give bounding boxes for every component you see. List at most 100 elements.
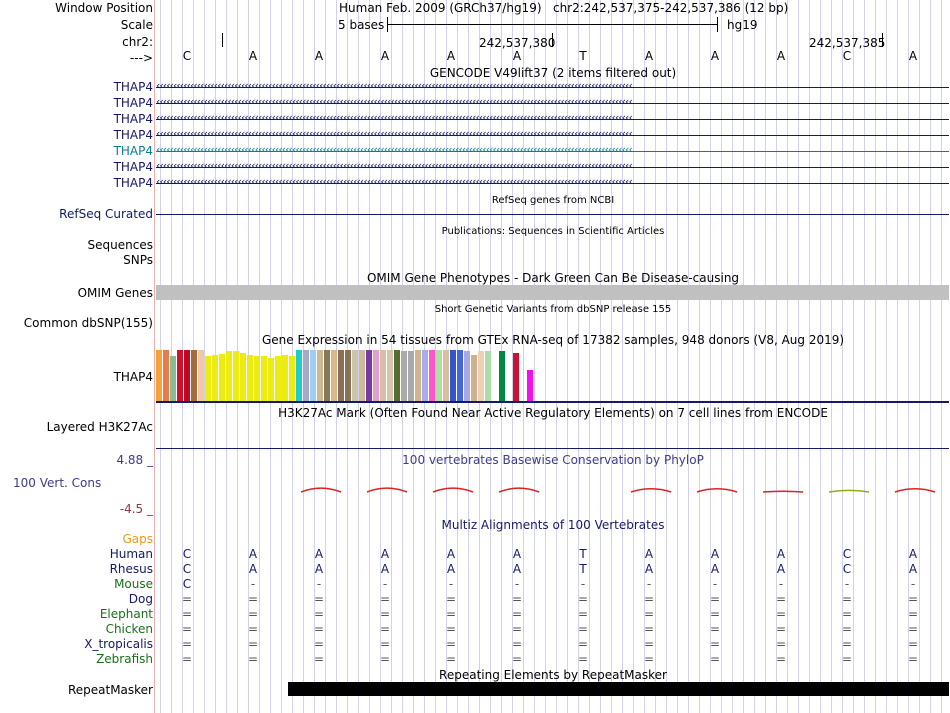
gtex-tissue-bar[interactable] (177, 350, 183, 401)
gtex-tissue-bar[interactable] (331, 350, 337, 401)
gencode-gene-label[interactable]: THAP4 (113, 128, 153, 142)
gtex-tissue-bar[interactable] (324, 350, 330, 401)
gencode-gene-feature[interactable]: ‹‹‹‹‹‹‹‹‹‹‹‹‹‹‹‹‹‹‹‹‹‹‹‹‹‹‹‹‹‹‹‹‹‹‹‹‹‹‹‹… (156, 97, 949, 110)
refseq-track-label[interactable]: RefSeq Curated (59, 207, 153, 221)
gtex-tissue-bar[interactable] (464, 351, 470, 401)
h3k27ac-track-label[interactable]: Layered H3K27Ac (46, 420, 153, 434)
gencode-gene-label[interactable]: THAP4 (113, 96, 153, 110)
gtex-tissue-bar[interactable] (401, 351, 407, 401)
gencode-gene-label[interactable]: THAP4 (113, 160, 153, 174)
gtex-tissue-bar[interactable] (499, 351, 505, 401)
gtex-track-label[interactable]: THAP4 (113, 370, 153, 384)
gtex-tissue-bar[interactable] (408, 351, 414, 401)
gtex-tissue-bar[interactable] (359, 350, 365, 401)
gencode-gene-label[interactable]: THAP4 (113, 80, 153, 94)
gtex-tissue-bar[interactable] (198, 350, 204, 401)
gtex-tissue-bar[interactable] (205, 356, 211, 401)
gtex-tissue-bar[interactable] (338, 350, 344, 401)
gtex-tissue-bar[interactable] (513, 353, 519, 401)
omim-feature-bar[interactable] (156, 285, 949, 300)
gtex-tissue-bar[interactable] (345, 350, 351, 401)
gtex-tissue-bar[interactable] (254, 356, 260, 401)
grid-line (204, 0, 205, 713)
multiz-species-label[interactable]: Human (109, 547, 153, 561)
gencode-gene-feature[interactable]: ‹‹‹‹‹‹‹‹‹‹‹‹‹‹‹‹‹‹‹‹‹‹‹‹‹‹‹‹‹‹‹‹‹‹‹‹‹‹‹‹… (156, 161, 949, 174)
repeatmasker-feature[interactable] (288, 682, 949, 696)
gtex-tissue-bar[interactable] (226, 351, 232, 401)
gtex-tissue-bar[interactable] (478, 351, 484, 401)
gtex-tissue-bar[interactable] (485, 351, 491, 401)
multiz-base: = (643, 652, 655, 666)
gtex-tissue-bar[interactable] (387, 350, 393, 401)
gtex-tissue-bar[interactable] (303, 350, 309, 401)
gtex-tissue-bar[interactable] (296, 350, 302, 401)
multiz-base: = (379, 652, 391, 666)
gtex-tissue-bar[interactable] (212, 355, 218, 401)
gencode-gene-feature[interactable]: ‹‹‹‹‹‹‹‹‹‹‹‹‹‹‹‹‹‹‹‹‹‹‹‹‹‹‹‹‹‹‹‹‹‹‹‹‹‹‹‹… (156, 129, 949, 142)
gencode-gene-feature[interactable]: ‹‹‹‹‹‹‹‹‹‹‹‹‹‹‹‹‹‹‹‹‹‹‹‹‹‹‹‹‹‹‹‹‹‹‹‹‹‹‹‹… (156, 113, 949, 126)
gtex-tissue-bar[interactable] (471, 355, 477, 401)
multiz-base: = (181, 592, 193, 606)
gtex-tissue-bar[interactable] (380, 350, 386, 401)
repeatmasker-track-label[interactable]: RepeatMasker (67, 683, 153, 697)
gtex-tissue-bar[interactable] (457, 350, 463, 401)
grid-line (600, 0, 601, 713)
gtex-tissue-bar[interactable] (240, 353, 246, 401)
gencode-gene-label[interactable]: THAP4 (113, 176, 153, 190)
multiz-species-label[interactable]: Elephant (99, 607, 153, 621)
multiz-species-label[interactable]: Rhesus (109, 562, 153, 576)
gtex-tissue-bar[interactable] (429, 350, 435, 401)
gtex-tissue-bar[interactable] (422, 350, 428, 401)
gtex-tissue-bar[interactable] (527, 370, 533, 401)
base-letter: A (710, 49, 720, 63)
multiz-species-label[interactable]: Zebrafish (96, 652, 153, 666)
gencode-gene-feature[interactable]: ‹‹‹‹‹‹‹‹‹‹‹‹‹‹‹‹‹‹‹‹‹‹‹‹‹‹‹‹‹‹‹‹‹‹‹‹‹‹‹‹… (156, 81, 949, 94)
strand-arrow-label: ---> (129, 51, 153, 65)
gtex-tissue-bar[interactable] (415, 350, 421, 401)
base-letter: T (579, 49, 587, 63)
gtex-tissue-bar[interactable] (233, 351, 239, 401)
publications-snps-label[interactable]: SNPs (123, 253, 153, 267)
cons-track-label[interactable]: 100 Vert. Cons (13, 476, 102, 490)
gtex-tissue-bar[interactable] (170, 356, 176, 401)
multiz-species-label[interactable]: Mouse (114, 577, 153, 591)
refseq-gene-line[interactable] (156, 214, 949, 215)
gtex-tissue-bar[interactable] (450, 350, 456, 401)
gtex-tissue-bar[interactable] (191, 350, 197, 401)
gtex-tissue-bar[interactable] (261, 356, 267, 401)
gencode-gene-label[interactable]: THAP4 (113, 112, 153, 126)
multiz-species-label[interactable]: Dog (128, 592, 153, 606)
dbsnp-track-label[interactable]: Common dbSNP(155) (23, 316, 153, 330)
gtex-tissue-bar[interactable] (156, 350, 162, 401)
multiz-species-label[interactable]: X_tropicalis (84, 637, 153, 651)
cons-peak (828, 489, 870, 493)
scale-bar-right-tick (717, 17, 718, 32)
multiz-base: = (643, 622, 655, 636)
gtex-tissue-bar[interactable] (289, 356, 295, 401)
grid-line (798, 0, 799, 713)
gtex-tissue-bar[interactable] (366, 350, 372, 401)
gtex-tissue-bar[interactable] (352, 350, 358, 401)
gtex-tissue-bar[interactable] (443, 350, 449, 401)
gtex-tissue-bar[interactable] (282, 355, 288, 401)
cons-wiggle[interactable] (156, 470, 949, 500)
gtex-tissue-bar[interactable] (275, 356, 281, 401)
gtex-tissue-bar[interactable] (219, 354, 225, 401)
gtex-tissue-bar[interactable] (268, 358, 274, 401)
gencode-gene-feature[interactable]: ‹‹‹‹‹‹‹‹‹‹‹‹‹‹‹‹‹‹‹‹‹‹‹‹‹‹‹‹‹‹‹‹‹‹‹‹‹‹‹‹… (156, 177, 949, 190)
omim-track-label[interactable]: OMIM Genes (77, 286, 153, 300)
gtex-tissue-bar[interactable] (394, 350, 400, 401)
gtex-tissue-bar[interactable] (436, 350, 442, 401)
gtex-tissue-bar[interactable] (184, 350, 190, 401)
gencode-gene-label[interactable]: THAP4 (113, 144, 153, 158)
gtex-tissue-bar[interactable] (317, 350, 323, 401)
multiz-gaps-label[interactable]: Gaps (122, 532, 153, 546)
multiz-species-label[interactable]: Chicken (105, 622, 153, 636)
gencode-gene-feature[interactable]: ‹‹‹‹‹‹‹‹‹‹‹‹‹‹‹‹‹‹‹‹‹‹‹‹‹‹‹‹‹‹‹‹‹‹‹‹‹‹‹‹… (156, 145, 949, 158)
gtex-tissue-bar[interactable] (310, 350, 316, 401)
gtex-bar-chart[interactable] (156, 349, 556, 401)
gtex-tissue-bar[interactable] (373, 350, 379, 401)
gtex-tissue-bar[interactable] (247, 355, 253, 401)
gtex-tissue-bar[interactable] (163, 350, 169, 401)
publications-sequences-label[interactable]: Sequences (87, 238, 153, 252)
